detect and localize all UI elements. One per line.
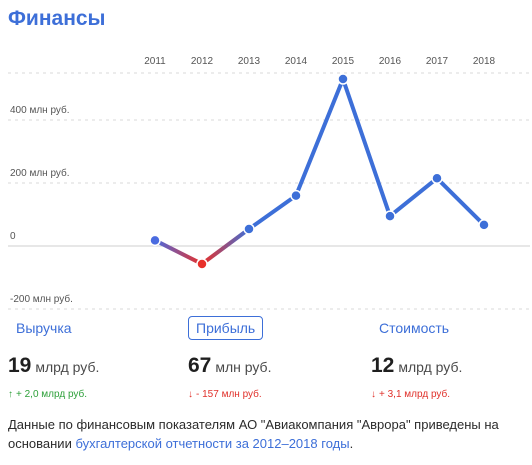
- company-value: 12: [371, 354, 395, 377]
- x-tick-label: 2017: [426, 56, 449, 67]
- x-tick-label: 2016: [379, 56, 402, 67]
- metric-profit: Прибыль 67 млн руб. ↓ - 157 млн руб.: [188, 316, 368, 400]
- y-tick-label: 0: [10, 231, 16, 242]
- y-tick-label: 400 млн руб.: [10, 104, 70, 116]
- company-value-delta: ↓ + 3,1 млрд руб.: [371, 389, 532, 400]
- series-line-segment: [388, 176, 439, 219]
- arrow-down-icon: ↓: [371, 389, 376, 400]
- data-point: [431, 172, 443, 185]
- metrics-panel: Выручка 19 млрд руб. ↑ + 2,0 млрд руб. При…: [0, 316, 532, 406]
- series-line-segment: [294, 77, 345, 198]
- series-line-segment: [341, 77, 392, 219]
- data-point: [196, 258, 208, 270]
- x-tick-label: 2014: [285, 56, 308, 67]
- company-value-unit: млрд руб.: [398, 359, 463, 375]
- metric-value: Стоимость 12 млрд руб. ↓ + 3,1 млрд руб.: [371, 316, 532, 400]
- financial-statements-link[interactable]: бухгалтерской отчетности за 2012–2018 го…: [75, 436, 350, 451]
- profit-delta-text: - 157 млн руб.: [196, 389, 262, 400]
- x-tick-label: 2013: [238, 56, 261, 67]
- footnote-text: Данные по финансовым показателям АО "Ави…: [8, 417, 499, 451]
- tab-profit[interactable]: Прибыль: [188, 316, 264, 340]
- profit-value: 67: [188, 354, 212, 377]
- data-point: [149, 234, 161, 247]
- revenue-delta-text: + 2,0 млрд руб.: [16, 389, 88, 400]
- tab-value[interactable]: Стоимость: [379, 320, 450, 336]
- x-tick-label: 2011: [144, 56, 166, 67]
- revenue-unit: млрд руб.: [35, 359, 100, 375]
- x-tick-label: 2012: [191, 56, 214, 67]
- profit-line-chart: 2011 2012 2013 2014 2015 2016 2017 2018 400 млн…: [8, 56, 530, 310]
- series-line-segment: [435, 176, 486, 227]
- arrow-down-icon: ↓: [188, 389, 193, 400]
- series-line-segment: [247, 193, 298, 231]
- x-tick-label: 2015: [332, 56, 355, 67]
- profit-delta: ↓ - 157 млн руб.: [188, 389, 368, 400]
- source-footnote: Данные по финансовым показателям АО "Ави…: [8, 415, 528, 453]
- data-point: [337, 73, 349, 85]
- metric-revenue: Выручка 19 млрд руб. ↑ + 2,0 млрд руб.: [8, 316, 188, 400]
- company-value-delta-text: + 3,1 млрд руб.: [379, 389, 451, 400]
- page-title: Финансы: [8, 7, 106, 30]
- series-line-segment: [200, 226, 251, 266]
- data-point: [243, 223, 255, 235]
- footnote-suffix: .: [349, 436, 354, 451]
- y-tick-label: -200 млн руб.: [10, 293, 73, 305]
- data-point: [384, 210, 396, 222]
- arrow-up-icon: ↑: [8, 389, 13, 400]
- revenue-value: 19: [8, 354, 32, 377]
- revenue-delta: ↑ + 2,0 млрд руб.: [8, 389, 188, 400]
- data-point: [478, 219, 490, 231]
- x-tick-label: 2018: [473, 56, 496, 67]
- tab-revenue[interactable]: Выручка: [16, 320, 72, 336]
- series-line-segment: [153, 238, 204, 266]
- y-tick-label: 200 млн руб.: [10, 167, 70, 179]
- data-point: [290, 189, 302, 202]
- profit-unit: млн руб.: [215, 359, 272, 375]
